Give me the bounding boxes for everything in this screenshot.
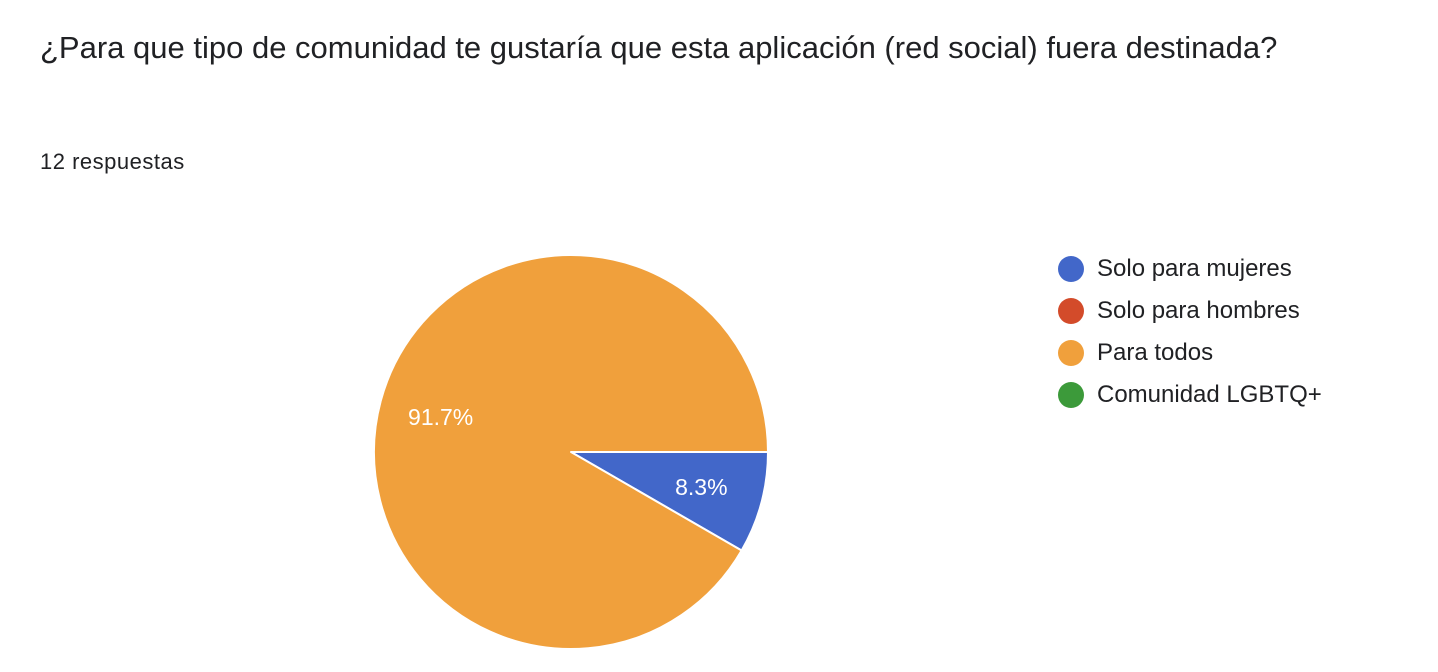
legend-label: Comunidad LGBTQ+ [1097, 381, 1322, 408]
pie-label-para-todos: 91.7% [408, 404, 473, 430]
question-title: ¿Para que tipo de comunidad te gustaría … [40, 30, 1278, 65]
pie-labels: 8.3% 91.7% [408, 404, 728, 500]
pie-slices [373, 254, 769, 650]
chart-legend: Solo para mujeres Solo para hombres Para t… [1058, 248, 1322, 416]
pie-label-solo-para-mujeres: 8.3% [675, 474, 727, 500]
legend-label: Para todos [1097, 339, 1214, 366]
pie-slice-solo-para-mujeres[interactable] [570, 451, 769, 552]
legend-item-solo-para-hombres[interactable]: Solo para hombres [1058, 290, 1322, 332]
legend-label: Solo para mujeres [1097, 255, 1292, 282]
legend-swatch [1058, 256, 1084, 282]
legend-label: Solo para hombres [1097, 297, 1300, 324]
response-count: 12 respuestas [40, 149, 185, 174]
legend-item-comunidad-lgbtq[interactable]: Comunidad LGBTQ+ [1058, 374, 1322, 416]
legend-swatch [1058, 382, 1084, 408]
legend-swatch [1058, 298, 1084, 324]
legend-item-para-todos[interactable]: Para todos [1058, 332, 1322, 374]
legend-swatch [1058, 340, 1084, 366]
pie-slice-para-todos[interactable] [373, 254, 769, 650]
legend-item-solo-para-mujeres[interactable]: Solo para mujeres [1058, 248, 1322, 290]
